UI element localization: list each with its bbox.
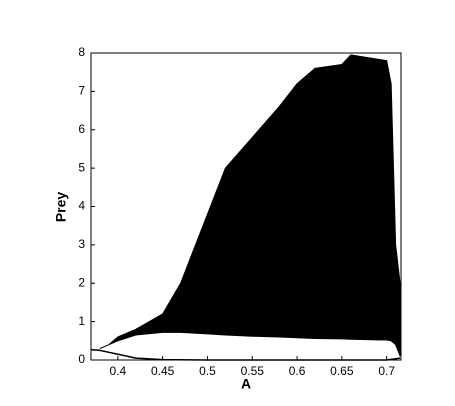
x-tick-label: 0.5 <box>199 364 216 378</box>
y-tick-label: 5 <box>78 160 85 174</box>
y-tick-label: 3 <box>78 237 85 251</box>
x-tick-label: 0.45 <box>151 364 175 378</box>
y-tick-label: 4 <box>78 199 85 213</box>
y-tick-label: 1 <box>78 314 85 328</box>
x-tick-label: 0.6 <box>289 364 306 378</box>
y-tick-label: 7 <box>78 84 85 98</box>
y-tick-label: 6 <box>78 122 85 136</box>
y-axis-label: Prey <box>53 192 69 223</box>
x-tick-label: 0.4 <box>110 364 127 378</box>
y-tick-label: 2 <box>78 275 85 289</box>
x-tick-label: 0.55 <box>241 364 265 378</box>
x-tick-label: 0.7 <box>378 364 395 378</box>
x-tick-label: 0.65 <box>330 364 354 378</box>
y-tick-label: 8 <box>78 45 85 59</box>
y-tick-label: 0 <box>78 352 85 366</box>
chaotic-band <box>99 54 401 357</box>
x-axis-label: A <box>241 376 251 392</box>
